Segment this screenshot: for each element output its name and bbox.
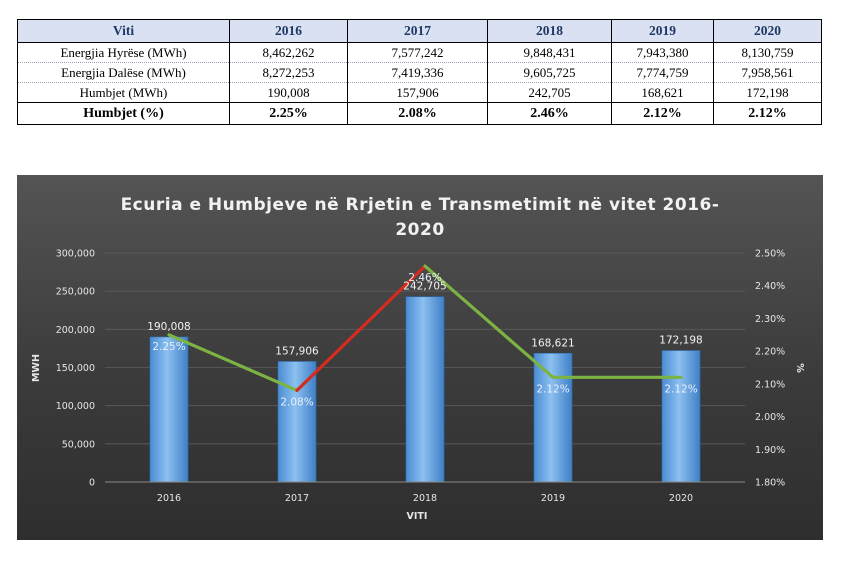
table-row-loss-percent: Humbjet (%) 2.25% 2.08% 2.46% 2.12% 2.12% <box>17 102 822 125</box>
table-cell: 157,906 <box>347 82 488 103</box>
y-tick-label: 0 <box>89 478 95 489</box>
bar-value-label: 168,621 <box>531 337 574 349</box>
bar-value-label: 190,008 <box>147 321 190 333</box>
header-cell-year: 2016 <box>229 19 348 43</box>
percent-value-label: 2.12% <box>536 383 569 395</box>
data-labels: 190,008 157,906 242,705 168,621 172,198 2.25%… <box>147 272 702 408</box>
header-cell-year: 2018 <box>487 19 612 43</box>
table-cell: 7,419,336 <box>347 62 488 83</box>
axes: 0 50,000 100,000 150,000 200,000 250,000 300,0… <box>56 249 785 505</box>
percent-line-series <box>167 264 683 392</box>
y2-axis-title: % <box>794 363 805 373</box>
table-header-row: Viti 2016 2017 2018 2019 2020 <box>17 19 822 43</box>
row-label: Energjia Dalëse (MWh) <box>17 62 230 83</box>
table-row: Energjia Dalëse (MWh) 8,272,253 7,419,336 9… <box>17 62 822 83</box>
x-tick-label: 2018 <box>413 493 437 504</box>
y-tick-label: 150,000 <box>56 363 95 374</box>
table-cell: 8,272,253 <box>229 62 348 83</box>
table-cell: 7,958,561 <box>713 62 822 83</box>
percent-value-label: 2.08% <box>280 396 313 408</box>
table-row: Humbjet (MWh) 190,008 157,906 242,705 168,62… <box>17 82 822 103</box>
table-cell: 168,621 <box>611 82 714 103</box>
line-segment <box>167 333 299 392</box>
table-cell: 2.08% <box>347 102 488 125</box>
x-tick-label: 2016 <box>157 493 181 504</box>
table-row: Energjia Hyrëse (MWh) 8,462,262 7,577,242 9… <box>17 42 822 63</box>
y-axis-title: MWH <box>31 354 42 382</box>
y-tick-label: 300,000 <box>56 249 95 260</box>
table-cell: 8,462,262 <box>229 42 348 63</box>
chart-title-line-2: 2020 <box>395 220 444 240</box>
line-segment <box>423 264 555 379</box>
bar-series <box>149 296 701 483</box>
loss-chart: Ecuria e Humbjeve në Rrjetin e Transmeti… <box>17 175 823 540</box>
table-cell: 2.12% <box>611 102 714 125</box>
table-cell: 9,605,725 <box>487 62 612 83</box>
y2-tick-label: 1.90% <box>755 445 785 456</box>
bar <box>533 352 573 483</box>
row-label: Humbjet (MWh) <box>17 82 230 103</box>
row-label: Humbjet (%) <box>17 102 230 125</box>
x-axis-title: VITI <box>407 511 428 522</box>
table-cell: 2.12% <box>713 102 822 125</box>
table-cell: 7,577,242 <box>347 42 488 63</box>
row-label: Energjia Hyrëse (MWh) <box>17 42 230 63</box>
table-cell: 7,943,380 <box>611 42 714 63</box>
y-tick-label: 250,000 <box>56 287 95 298</box>
x-tick-label: 2019 <box>541 493 565 504</box>
header-cell-year: 2020 <box>713 19 822 43</box>
energy-loss-table: Viti 2016 2017 2018 2019 2020 Energjia Hyrëse… <box>17 19 822 125</box>
y-tick-label: 50,000 <box>62 439 95 450</box>
percent-value-label: 2.25% <box>152 341 185 353</box>
table-cell: 190,008 <box>229 82 348 103</box>
bar-value-label: 172,198 <box>659 335 702 347</box>
bar <box>405 296 445 483</box>
y2-tick-label: 2.50% <box>755 249 785 260</box>
table-cell: 8,130,759 <box>713 42 822 63</box>
percent-value-label: 2.46% <box>408 272 441 284</box>
header-cell-year: 2019 <box>611 19 714 43</box>
y2-tick-label: 1.80% <box>755 478 785 489</box>
y2-tick-label: 2.40% <box>755 281 785 292</box>
bar <box>149 336 189 483</box>
table-cell: 242,705 <box>487 82 612 103</box>
table-cell: 2.46% <box>487 102 612 125</box>
y2-tick-label: 2.10% <box>755 379 785 390</box>
x-tick-label: 2020 <box>669 493 693 504</box>
y2-tick-label: 2.30% <box>755 314 785 325</box>
line-segment <box>295 264 427 392</box>
loss-chart-svg: Ecuria e Humbjeve në Rrjetin e Transmeti… <box>31 195 805 522</box>
percent-value-label: 2.12% <box>664 383 697 395</box>
table-cell: 2.25% <box>229 102 348 125</box>
x-tick-label: 2017 <box>285 493 309 504</box>
y-tick-label: 200,000 <box>56 325 95 336</box>
bar-value-label: 242,705 <box>403 281 446 293</box>
table-cell: 9,848,431 <box>487 42 612 63</box>
table-cell: 7,774,759 <box>611 62 714 83</box>
y2-tick-label: 2.20% <box>755 347 785 358</box>
bar-value-label: 157,906 <box>275 345 319 357</box>
table-cell: 172,198 <box>713 82 822 103</box>
chart-title-line-1: Ecuria e Humbjeve në Rrjetin e Transmeti… <box>121 195 720 215</box>
header-cell-year-label: Viti <box>17 19 230 43</box>
y-tick-label: 100,000 <box>56 401 95 412</box>
header-cell-year: 2017 <box>347 19 488 43</box>
bar <box>661 350 701 483</box>
y2-tick-label: 2.00% <box>755 412 785 423</box>
